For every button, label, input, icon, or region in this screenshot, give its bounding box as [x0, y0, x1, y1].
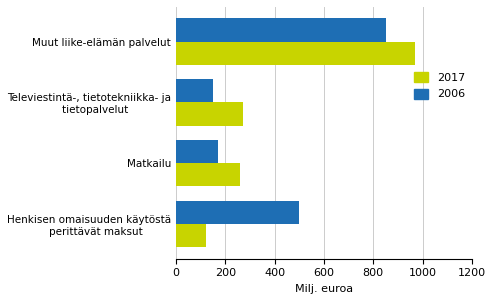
Bar: [176, 201, 299, 224]
X-axis label: Milj. euroa: Milj. euroa: [295, 284, 353, 294]
Bar: [176, 102, 243, 126]
Bar: [176, 163, 240, 186]
Bar: [176, 42, 415, 65]
Legend: 2017, 2006: 2017, 2006: [410, 68, 469, 104]
Bar: [176, 140, 218, 163]
Bar: [176, 224, 206, 247]
Bar: [176, 79, 213, 102]
Bar: [176, 18, 386, 42]
